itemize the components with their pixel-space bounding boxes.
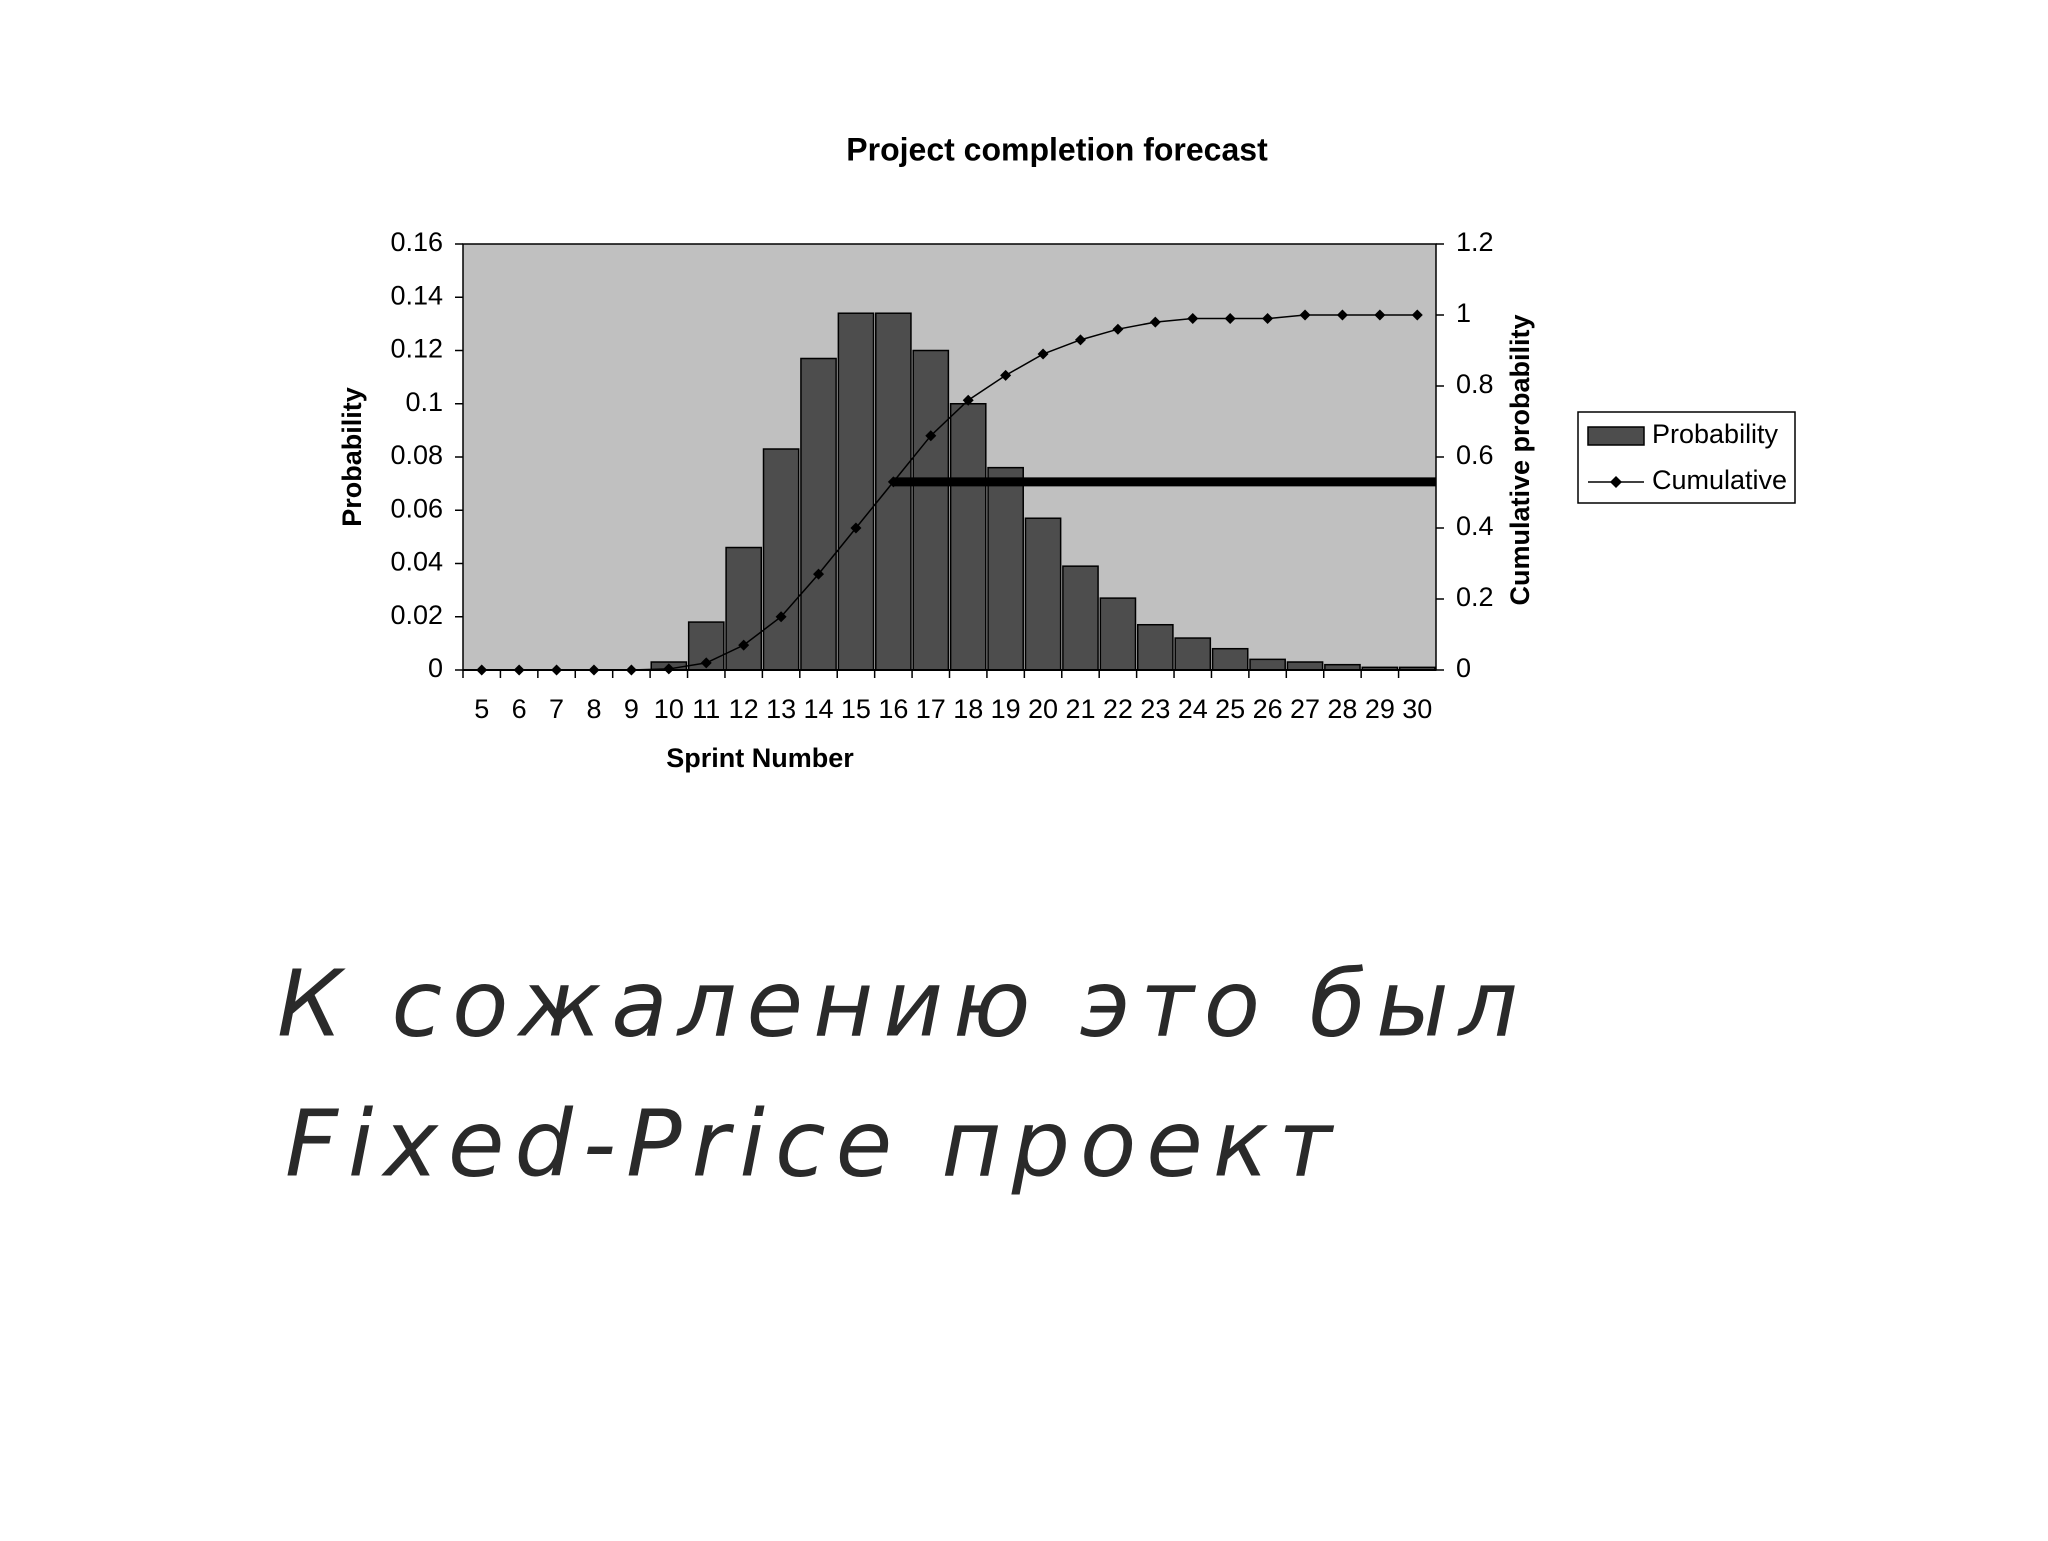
marker [925,430,937,442]
legend-label: Probability [1652,419,1779,449]
x-tick-label: 7 [549,694,564,724]
marker [738,639,750,651]
marker [1000,369,1012,381]
x-tick-label: 26 [1253,694,1283,724]
y-tick-label: 0.16 [390,227,443,257]
chart-title: Project completion forecast [846,131,1268,167]
bar [912,349,950,671]
legend-label: Cumulative [1652,465,1787,495]
x-tick-label: 16 [878,694,908,724]
marker [775,611,787,623]
x-tick-label: 20 [1028,694,1058,724]
bar [1099,597,1137,671]
marker [1262,313,1274,325]
bar [949,403,987,671]
bar [1249,658,1286,671]
marker [700,657,712,669]
marker [1374,309,1386,321]
caption-line: Fixed-Price проект [285,1090,1342,1197]
y2-tick-label: 0.2 [1456,582,1494,612]
y-tick-label: 0.14 [390,280,443,310]
bar [1174,637,1212,671]
x-tick-label: 14 [803,694,833,724]
bar [1062,565,1099,671]
x-tick-label: 15 [841,694,871,724]
marker [1149,316,1161,328]
bar [987,466,1024,671]
y-tick-label: 0.02 [390,600,443,630]
x-tick-label: 27 [1290,694,1320,724]
x-tick-label: 28 [1327,694,1357,724]
legend-marker [1610,476,1622,488]
bar [800,357,837,671]
y-tick-label: 0.06 [390,493,443,523]
marker [1112,323,1124,335]
plot-area [462,243,1437,671]
y2-tick-label: 0.8 [1456,369,1494,399]
y-tick-label: 0 [428,653,443,683]
bar [875,312,912,671]
marker [1336,309,1348,321]
x-tick-label: 8 [586,694,601,724]
x-tick-label: 30 [1402,694,1432,724]
legend-swatch [1587,426,1645,446]
x-tick-label: 11 [692,694,720,724]
x-tick-label: 21 [1065,694,1095,724]
bar [1286,661,1324,671]
x-tick-label: 22 [1103,694,1133,724]
x-tick-label: 12 [729,694,759,724]
marker [962,394,974,406]
x-tick-label: 29 [1365,694,1395,724]
x-tick-label: 5 [474,694,489,724]
x-tick-label: 25 [1215,694,1245,724]
y-tick-label: 0.08 [390,440,443,470]
bar [1211,647,1249,671]
y2-tick-label: 0.6 [1456,440,1494,470]
x-tick-label: 13 [766,694,796,724]
marker [1411,309,1423,321]
y2-axis-label: Cumulative probability [1505,314,1535,605]
y-tick-label: 0.12 [390,334,443,364]
x-axis-label: Sprint Number [666,743,854,773]
y-tick-label: 0.1 [405,387,443,417]
marker [663,663,675,675]
y2-tick-label: 0 [1456,653,1471,683]
marker [1037,348,1049,360]
x-tick-label: 6 [512,694,527,724]
y-tick-label: 0.04 [390,547,443,577]
marker [1187,313,1199,325]
y2-tick-label: 1.2 [1456,227,1494,257]
marker [850,522,862,534]
bar [1024,517,1062,671]
x-tick-label: 9 [624,694,639,724]
x-tick-label: 17 [916,694,946,724]
bar [1136,623,1174,671]
x-tick-label: 18 [953,694,983,724]
y-axis-label: Probability [337,387,367,527]
marker [1074,334,1086,346]
y2-tick-label: 0.4 [1456,511,1494,541]
x-tick-label: 19 [991,694,1021,724]
marker [1299,309,1311,321]
marker [1224,313,1236,325]
x-tick-label: 24 [1178,694,1208,724]
bar [762,448,800,671]
x-tick-label: 10 [654,694,684,724]
bar [837,312,875,671]
caption-line: К сожалению это был [277,950,1528,1057]
marker [813,568,825,580]
x-tick-label: 23 [1140,694,1170,724]
y2-tick-label: 1 [1456,298,1471,328]
